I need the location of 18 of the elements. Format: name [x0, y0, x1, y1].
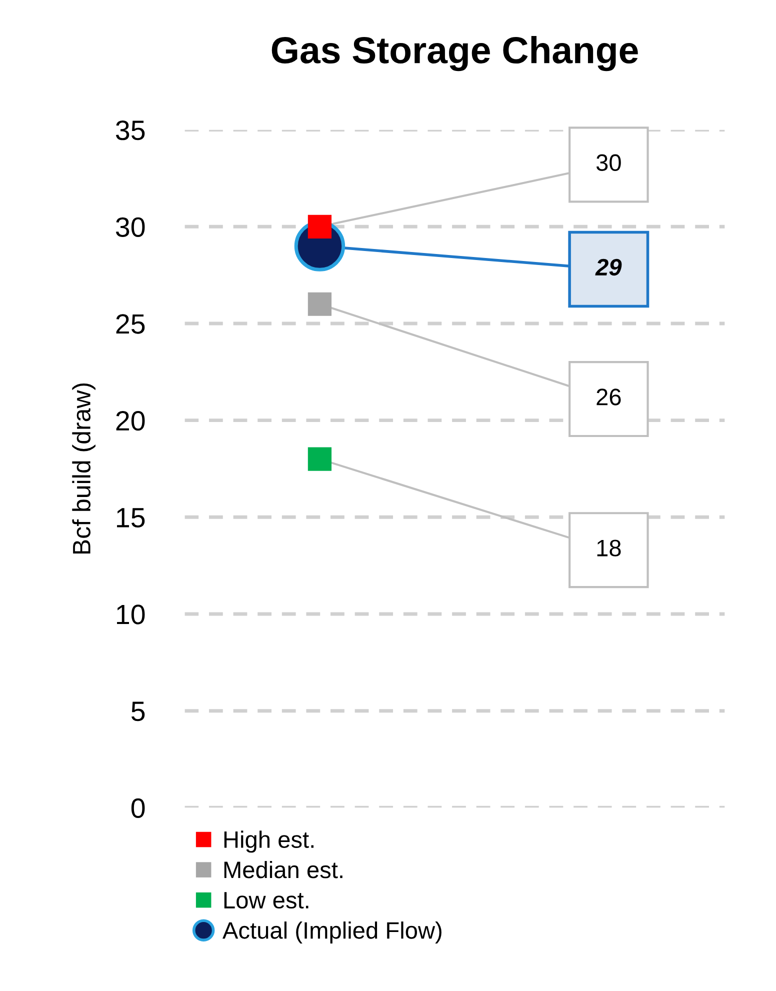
y-tick-label: 0 [131, 798, 145, 818]
y-tick-label: 35 [116, 120, 145, 140]
annotation: 29 [595, 258, 622, 276]
y-tick-label: 25 [116, 314, 145, 334]
y-tick-label: 30 [116, 217, 145, 237]
y-axis-title: Bcf build (draw) [72, 383, 96, 554]
y-tick-label: 5 [131, 702, 145, 722]
legend-label: Low est. [224, 892, 308, 909]
chart-title: Gas Storage Change [272, 36, 638, 72]
legend-label: Median est. [224, 860, 342, 878]
annotation: 30 [596, 154, 621, 172]
y-tick-label: 15 [117, 508, 145, 528]
y-tick-label: 10 [117, 604, 145, 624]
legend-label: Actual (Implied Flow) [222, 921, 442, 944]
annotation: 26 [596, 388, 621, 406]
annotation: 18 [597, 540, 621, 556]
y-tick-label: 20 [116, 410, 145, 431]
legend-label: High est. [224, 830, 314, 853]
